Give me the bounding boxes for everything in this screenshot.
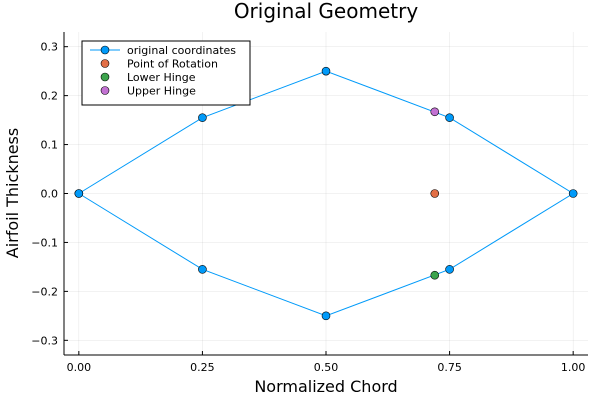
y-tick-label: 0.1 bbox=[41, 139, 59, 152]
x-tick-label: 0.00 bbox=[67, 361, 92, 374]
y-tick-label: −0.2 bbox=[31, 285, 58, 298]
legend-label: Lower Hinge bbox=[127, 71, 196, 84]
legend-marker bbox=[100, 45, 110, 55]
original-coordinates-point bbox=[568, 189, 578, 198]
original-coordinates-point bbox=[198, 113, 207, 122]
original-coordinates-point bbox=[445, 265, 454, 274]
y-tick-label: 0.2 bbox=[41, 90, 59, 103]
legend-label: original coordinates bbox=[127, 44, 236, 57]
upper-hinge-point bbox=[430, 107, 440, 117]
legend-label: Upper Hinge bbox=[127, 85, 196, 98]
legend-label: Point of Rotation bbox=[127, 58, 218, 71]
x-tick-label: 0.50 bbox=[314, 361, 339, 374]
x-tick-label: 0.25 bbox=[190, 361, 215, 374]
chart-title: Original Geometry bbox=[234, 0, 419, 23]
original-coordinates-point bbox=[321, 311, 331, 321]
legend-box bbox=[81, 40, 251, 106]
original-coordinates-point bbox=[321, 66, 331, 76]
legend-marker bbox=[100, 72, 110, 82]
x-axis-label: Normalized Chord bbox=[254, 377, 397, 396]
point-of-rotation-point bbox=[430, 189, 440, 198]
x-tick-label: 0.75 bbox=[437, 361, 462, 374]
axes bbox=[63, 32, 588, 356]
tick-labels: 0.00 0.25 0.50 0.75 1.00 −0.3 −0.2 −0.1 0.0 0.1 0.… bbox=[31, 41, 585, 374]
original-coordinates-point bbox=[198, 265, 207, 274]
y-tick-label: 0.0 bbox=[41, 188, 59, 201]
x-tick-label: 1.00 bbox=[561, 361, 586, 374]
original-coordinates-point bbox=[74, 189, 84, 198]
y-tick-label: 0.3 bbox=[41, 41, 59, 54]
legend-marker bbox=[100, 86, 110, 95]
lower-hinge-point bbox=[430, 270, 440, 280]
y-tick-label: −0.3 bbox=[31, 334, 58, 347]
grid bbox=[64, 32, 588, 355]
y-tick-label: −0.1 bbox=[31, 236, 58, 249]
original-coordinates-point bbox=[445, 113, 454, 122]
y-axis-label: Airfoil Thickness bbox=[3, 128, 22, 258]
legend-marker bbox=[100, 59, 110, 68]
